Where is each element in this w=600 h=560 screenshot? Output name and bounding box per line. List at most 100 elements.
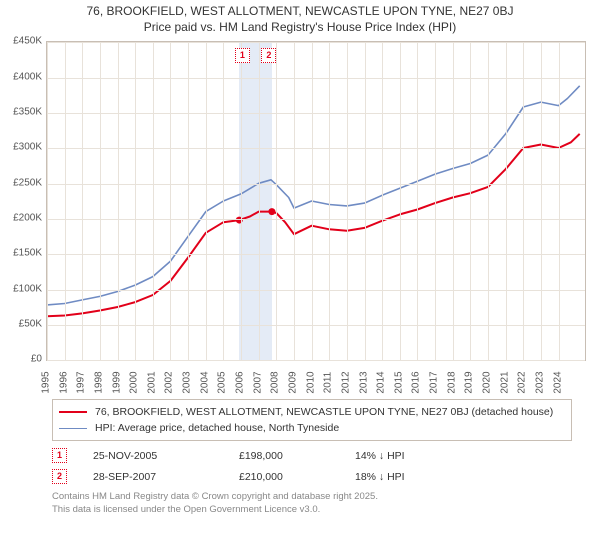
x-axis-label: 1999 bbox=[111, 372, 122, 394]
gridline-v bbox=[312, 42, 313, 360]
line-layer bbox=[47, 42, 585, 360]
legend-label: 76, BROOKFIELD, WEST ALLOTMENT, NEWCASTL… bbox=[95, 406, 553, 418]
chart-title: 76, BROOKFIELD, WEST ALLOTMENT, NEWCASTL… bbox=[0, 0, 600, 37]
x-axis-label: 1995 bbox=[41, 372, 52, 394]
sale-row-1: 1 25-NOV-2005 £198,000 14% ↓ HPI bbox=[52, 445, 572, 466]
gridline-v bbox=[329, 42, 330, 360]
y-axis-label: £400K bbox=[0, 71, 42, 82]
gridline-h bbox=[47, 113, 585, 114]
legend-box: 76, BROOKFIELD, WEST ALLOTMENT, NEWCASTL… bbox=[52, 399, 572, 441]
y-axis-label: £250K bbox=[0, 177, 42, 188]
legend-swatch bbox=[59, 428, 87, 429]
gridline-h bbox=[47, 42, 585, 43]
gridline-h bbox=[47, 360, 585, 361]
gridline-v bbox=[153, 42, 154, 360]
x-axis-label: 2014 bbox=[376, 372, 387, 394]
title-line-2: Price paid vs. HM Land Registry's House … bbox=[10, 20, 590, 36]
gridline-v bbox=[382, 42, 383, 360]
gridline-v bbox=[135, 42, 136, 360]
footer-line-1: Contains HM Land Registry data © Crown c… bbox=[52, 491, 572, 503]
gridline-v bbox=[541, 42, 542, 360]
x-axis-label: 2001 bbox=[146, 372, 157, 394]
footer-attribution: Contains HM Land Registry data © Crown c… bbox=[52, 491, 572, 516]
sale-vs-hpi: 14% ↓ HPI bbox=[355, 450, 445, 462]
x-axis-label: 2013 bbox=[358, 372, 369, 394]
gridline-v bbox=[488, 42, 489, 360]
x-axis-label: 2020 bbox=[481, 372, 492, 394]
gridline-v bbox=[259, 42, 260, 360]
y-axis-label: £50K bbox=[0, 318, 42, 329]
gridline-v bbox=[453, 42, 454, 360]
x-axis-label: 1997 bbox=[76, 372, 87, 394]
gridline-v bbox=[241, 42, 242, 360]
gridline-v bbox=[206, 42, 207, 360]
gridline-v bbox=[417, 42, 418, 360]
x-axis-label: 2022 bbox=[517, 372, 528, 394]
gridline-h bbox=[47, 219, 585, 220]
x-axis-label: 2010 bbox=[305, 372, 316, 394]
gridline-h bbox=[47, 325, 585, 326]
y-axis-label: £150K bbox=[0, 248, 42, 259]
gridline-h bbox=[47, 148, 585, 149]
gridline-v bbox=[170, 42, 171, 360]
gridline-v bbox=[100, 42, 101, 360]
sales-table: 1 25-NOV-2005 £198,000 14% ↓ HPI 2 28-SEP-200… bbox=[52, 445, 572, 487]
sale-marker-icon: 1 bbox=[52, 448, 67, 463]
sale-date: 28-SEP-2007 bbox=[93, 471, 213, 483]
sale-flag-1: 1 bbox=[235, 48, 250, 63]
gridline-h bbox=[47, 290, 585, 291]
sale-date: 25-NOV-2005 bbox=[93, 450, 213, 462]
sale-point-2 bbox=[268, 208, 275, 215]
sale-price: £210,000 bbox=[239, 471, 329, 483]
gridline-v bbox=[435, 42, 436, 360]
legend-swatch bbox=[59, 411, 87, 413]
plot-region: 12 bbox=[46, 41, 586, 361]
x-axis-label: 2004 bbox=[199, 372, 210, 394]
x-axis-label: 2024 bbox=[552, 372, 563, 394]
footer-line-2: This data is licensed under the Open Gov… bbox=[52, 504, 572, 516]
gridline-h bbox=[47, 78, 585, 79]
x-axis-label: 1996 bbox=[58, 372, 69, 394]
sale-price: £198,000 bbox=[239, 450, 329, 462]
gridline-v bbox=[365, 42, 366, 360]
gridline-v bbox=[223, 42, 224, 360]
x-axis-label: 2003 bbox=[182, 372, 193, 394]
x-axis-label: 2015 bbox=[393, 372, 404, 394]
gridline-v bbox=[347, 42, 348, 360]
series-hpi bbox=[47, 86, 580, 305]
y-axis-label: £450K bbox=[0, 36, 42, 47]
gridline-v bbox=[559, 42, 560, 360]
x-axis-label: 2007 bbox=[252, 372, 263, 394]
sale-row-2: 2 28-SEP-2007 £210,000 18% ↓ HPI bbox=[52, 466, 572, 487]
gridline-v bbox=[82, 42, 83, 360]
x-axis-label: 2018 bbox=[446, 372, 457, 394]
x-axis-label: 2021 bbox=[499, 372, 510, 394]
gridline-v bbox=[65, 42, 66, 360]
legend-row: 76, BROOKFIELD, WEST ALLOTMENT, NEWCASTL… bbox=[59, 404, 565, 420]
x-axis-label: 2009 bbox=[287, 372, 298, 394]
x-axis-label: 2016 bbox=[411, 372, 422, 394]
y-axis-label: £300K bbox=[0, 142, 42, 153]
x-axis-label: 2023 bbox=[534, 372, 545, 394]
gridline-v bbox=[118, 42, 119, 360]
gridline-v bbox=[276, 42, 277, 360]
gridline-v bbox=[47, 42, 48, 360]
x-axis-label: 1998 bbox=[93, 372, 104, 394]
y-axis-label: £200K bbox=[0, 212, 42, 223]
sale-marker-icon: 2 bbox=[52, 469, 67, 484]
x-axis-label: 2019 bbox=[464, 372, 475, 394]
x-axis-label: 2012 bbox=[340, 372, 351, 394]
y-axis-label: £350K bbox=[0, 106, 42, 117]
chart-area: 12 £0£50K£100K£150K£200K£250K£300K£350K£… bbox=[0, 37, 600, 397]
x-axis-label: 2005 bbox=[217, 372, 228, 394]
gridline-v bbox=[400, 42, 401, 360]
x-axis-label: 2002 bbox=[164, 372, 175, 394]
gridline-v bbox=[470, 42, 471, 360]
gridline-v bbox=[523, 42, 524, 360]
title-line-1: 76, BROOKFIELD, WEST ALLOTMENT, NEWCASTL… bbox=[10, 4, 590, 20]
y-axis-label: £0 bbox=[0, 354, 42, 365]
gridline-v bbox=[506, 42, 507, 360]
sale-vs-hpi: 18% ↓ HPI bbox=[355, 471, 445, 483]
gridline-h bbox=[47, 184, 585, 185]
x-axis-label: 2017 bbox=[429, 372, 440, 394]
